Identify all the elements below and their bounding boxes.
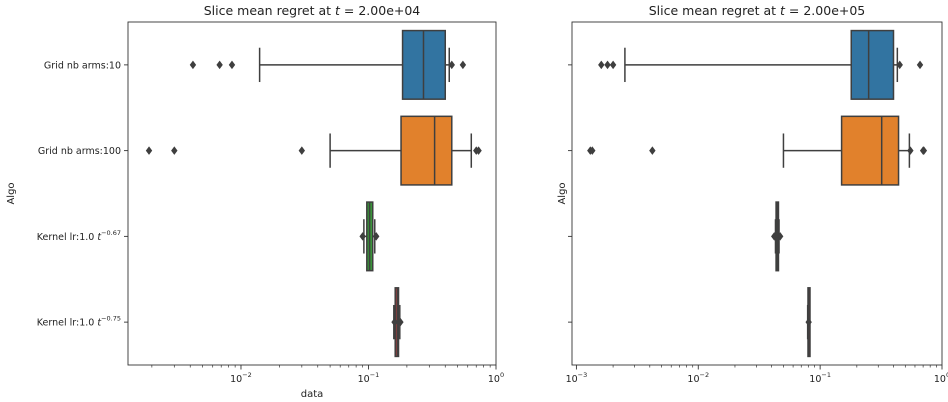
box-group-4 [391, 287, 404, 358]
y-axis-label: Algo [557, 182, 568, 204]
x-tick-label: 100 [934, 371, 948, 385]
box-group-3 [771, 201, 784, 272]
x-tick-label: 10−3 [566, 371, 588, 385]
outlier-point [776, 232, 784, 241]
box-iqr [840, 115, 900, 186]
outlier-point [145, 146, 153, 155]
y-tick-label: Grid nb arms:10 [44, 60, 121, 71]
chart-title: Slice mean regret at t = 2.00e+05 [649, 3, 866, 18]
box-group-3 [359, 201, 380, 272]
y-tick-label: Grid nb arms:100 [38, 146, 121, 157]
outlier-point [604, 60, 611, 70]
outlier-point [475, 146, 482, 155]
box-group-1 [189, 29, 467, 100]
outlier-point [216, 60, 223, 70]
outlier-point [609, 60, 617, 70]
outlier-point [391, 317, 398, 327]
x-tick-label: 10−2 [230, 371, 252, 385]
outlier-point [896, 60, 903, 70]
outlier-point [907, 146, 914, 155]
chart-panel-1: Grid nb arms:10 Grid nb arms:100 Kernel lr… [6, 3, 504, 400]
x-axis-label: data [301, 389, 324, 400]
outlier-point [298, 146, 306, 155]
outlier-point [649, 146, 656, 155]
box-group-2 [145, 115, 482, 186]
box-group-4 [805, 287, 812, 358]
outlier-point [359, 232, 366, 241]
y-tick-label: Kernel lr:1.0 t−0.75 [37, 315, 121, 329]
outlier-point [228, 60, 236, 70]
plot-frame [571, 21, 943, 366]
outlier-point [805, 317, 812, 327]
box-group-2 [587, 115, 928, 186]
outlier-point [459, 60, 467, 70]
box-iqr [850, 29, 895, 100]
outlier-point [916, 60, 924, 70]
x-tick-label: 100 [488, 371, 504, 385]
y-tick-label: Kernel lr:1.0 t−0.67 [37, 229, 121, 243]
x-tick-label: 10−1 [809, 371, 831, 385]
box-iqr [400, 115, 453, 186]
outlier-point [397, 317, 404, 327]
x-tick-label: 10−1 [358, 371, 380, 385]
plot-frame [127, 21, 497, 366]
outlier-point [171, 146, 178, 155]
outlier-point [448, 60, 455, 70]
chart-title: Slice mean regret at t = 2.00e+04 [204, 3, 421, 18]
outlier-point [589, 146, 596, 155]
outlier-point [920, 146, 928, 155]
chart-panel-2: 10−3 10−2 10−1 100 Slice mean regret at t = … [557, 3, 948, 385]
x-tick-label: 10−2 [687, 371, 709, 385]
box-group-1 [598, 29, 924, 100]
y-axis-label: Algo [6, 182, 17, 204]
outlier-point [373, 232, 380, 241]
outlier-point [189, 60, 197, 70]
outlier-point [771, 232, 778, 241]
outlier-point [598, 60, 605, 70]
